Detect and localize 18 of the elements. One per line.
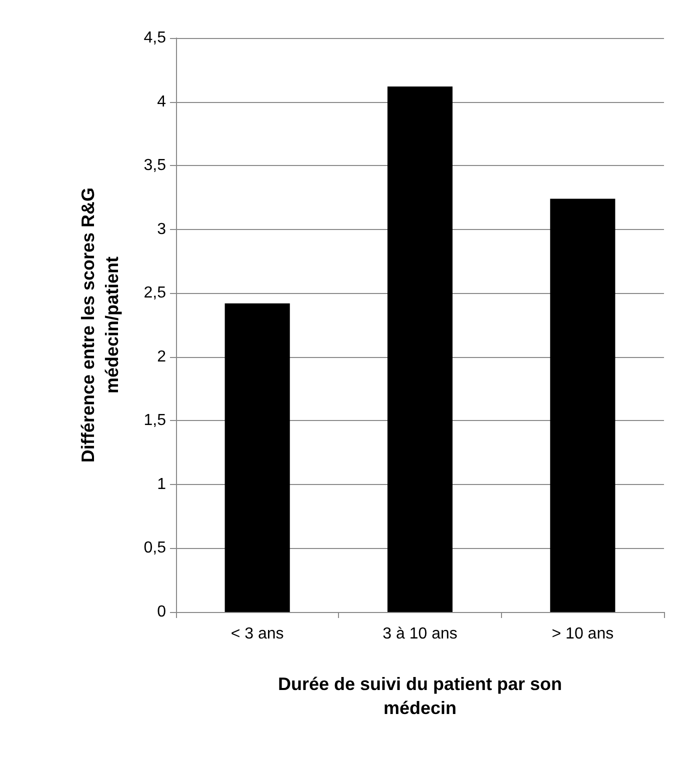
x-axis-title: Durée de suivi du patient par son médecin	[278, 674, 562, 718]
x-tick-label: < 3 ans	[230, 626, 284, 642]
x-tick-label: > 10 ans	[552, 626, 614, 642]
y-tick-label: 0,5	[144, 540, 166, 557]
bar	[387, 86, 453, 612]
y-tick-label: 2,5	[144, 284, 166, 302]
y-tick-label: 4	[157, 93, 166, 110]
y-tick-label: 0	[157, 604, 166, 620]
y-tick-label: 3	[157, 220, 166, 238]
y-tick-label: 4,5	[144, 30, 166, 46]
y-axis-title: Différence entre les scores R&G médecin/patient	[78, 187, 122, 463]
bar	[550, 198, 616, 612]
y-tick-label: 2	[157, 348, 166, 366]
y-tick-label: 1	[157, 476, 166, 493]
x-tick-label: 3 à 10 ans	[382, 626, 458, 642]
y-tick-label: 3,5	[144, 157, 166, 174]
y-tick-label: 1,5	[144, 412, 166, 430]
bar	[224, 303, 290, 612]
